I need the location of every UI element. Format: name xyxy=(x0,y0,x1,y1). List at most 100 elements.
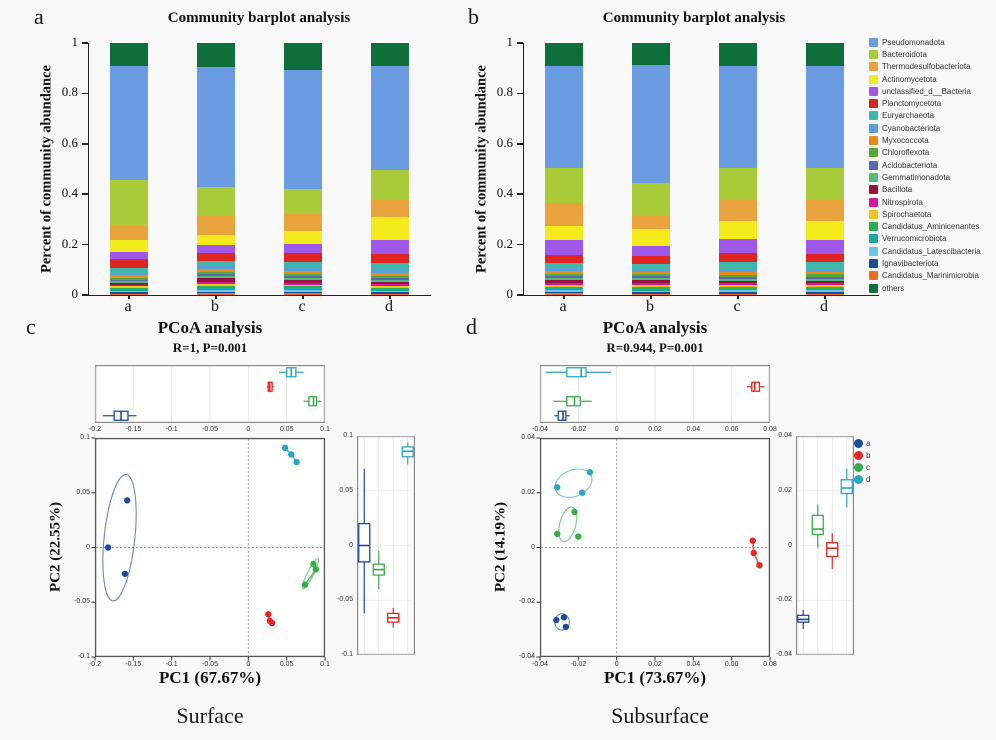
bar-segment xyxy=(719,283,757,286)
bar-segment xyxy=(110,289,148,291)
bar-segment xyxy=(197,281,235,285)
pc2-strip-ytick-label: -0.04 xyxy=(776,651,792,658)
pc1-strip-xtick-label: -0.1 xyxy=(165,426,178,433)
bar-ytick-mark xyxy=(517,193,523,195)
bar-segment xyxy=(632,285,670,288)
bar-ytick-label: 0.4 xyxy=(61,185,78,201)
bar-segment xyxy=(284,293,322,295)
bar-segment xyxy=(719,288,757,291)
bar-ytick-mark xyxy=(517,243,523,246)
bar-segment xyxy=(284,288,322,291)
taxa-legend-label: Candidatus_Marinimicrobia xyxy=(882,271,979,281)
bar-category-label: d xyxy=(820,298,828,315)
group-legend-item: c xyxy=(854,461,870,473)
pcoa-ytick-label: 0 xyxy=(86,543,90,551)
pc1-strip-xtick-label: 0 xyxy=(246,426,251,433)
bar-segment xyxy=(197,260,235,267)
pc1-boxplot-strip xyxy=(539,365,771,423)
bar-segment xyxy=(110,65,148,181)
taxa-legend-label: Verrucomicrobiota xyxy=(882,234,947,244)
pc2-strip-ytick-label: 0.02 xyxy=(778,486,792,494)
bar-segment xyxy=(284,273,322,277)
taxa-swatch-icon xyxy=(869,123,878,133)
bar-segment xyxy=(545,276,583,279)
panel-letter-c: c xyxy=(26,314,36,339)
taxa-legend-item: Cyanobacteriota xyxy=(869,122,981,134)
bar-segment xyxy=(632,43,670,65)
bar-segment xyxy=(545,290,583,292)
bar-segment xyxy=(719,66,757,169)
surface-pcoa-ylabel: PC2 (22.55%) xyxy=(47,502,64,592)
bar-segment xyxy=(284,291,322,294)
group-legend-label: b xyxy=(866,450,871,460)
bar-segment xyxy=(806,254,844,263)
bar-segment xyxy=(806,268,844,272)
taxa-legend-label: Bacteroidota xyxy=(882,49,927,59)
bar-category-label: b xyxy=(211,298,219,315)
taxa-legend: Pseudomonadota Bacteroidota Thermodesulfob… xyxy=(869,36,981,294)
pcoa-ytick-label: -0.04 xyxy=(519,653,535,660)
bar-segment xyxy=(110,286,148,288)
bar-segment xyxy=(110,259,148,268)
bar-ytick-label: 1 xyxy=(71,34,79,49)
bar-segment xyxy=(806,276,844,279)
pc2-strip-ytick-label: -0.05 xyxy=(337,596,353,604)
bar-segment xyxy=(632,280,670,284)
bar-segment xyxy=(719,221,757,240)
stacked-bar xyxy=(284,43,322,295)
bar-segment xyxy=(719,276,757,279)
bar-segment xyxy=(197,187,235,216)
bar-segment xyxy=(197,284,235,287)
bar-category-label: c xyxy=(733,298,741,315)
bar-segment xyxy=(632,182,670,217)
pcoa-xtick-label: -0.05 xyxy=(202,661,218,668)
bar-ytick-label: 0.6 xyxy=(496,134,513,150)
bar-segment xyxy=(632,293,670,295)
group-legend-label: d xyxy=(866,474,871,484)
taxa-legend-item: Candidatus_Aminicenantes xyxy=(869,220,981,232)
bar-ytick-mark xyxy=(82,243,88,246)
bar-segment xyxy=(806,271,844,275)
bar-xtick-mark xyxy=(737,295,739,299)
bar-segment xyxy=(284,290,322,292)
group-legend-label: c xyxy=(866,462,870,472)
taxa-swatch-icon xyxy=(869,148,878,158)
bar-segment xyxy=(371,65,409,170)
taxa-swatch-icon xyxy=(869,136,878,146)
bar-segment xyxy=(545,288,583,291)
bar-segment xyxy=(371,293,409,295)
taxa-legend-label: Cyanobacteriota xyxy=(882,123,941,133)
pcoa-xtick-label: -0.15 xyxy=(125,661,142,668)
bar-segment xyxy=(371,200,409,217)
taxa-swatch-icon xyxy=(869,160,878,170)
taxa-legend-label: Myxococcota xyxy=(882,136,929,146)
bar-segment xyxy=(632,290,670,293)
bar-segment xyxy=(284,286,322,289)
bar-category-label: c xyxy=(298,298,306,315)
stacked-bar xyxy=(197,43,235,295)
group-dot-icon xyxy=(854,462,863,472)
pc2-strip-ytick-label: 0.1 xyxy=(343,432,353,439)
bar-segment xyxy=(719,268,757,272)
taxa-swatch-icon xyxy=(869,271,878,281)
pc2-boxplot-strip xyxy=(357,435,415,656)
bar-segment xyxy=(371,273,409,276)
panel-letter-a: a xyxy=(34,4,44,29)
bar-segment xyxy=(197,215,235,236)
bar-xtick-mark xyxy=(215,295,217,299)
group-dot-icon xyxy=(854,474,863,484)
bar-segment xyxy=(806,199,844,221)
bar-ytick-mark xyxy=(82,193,88,195)
pc2-strip-ytick-label: 0 xyxy=(788,541,792,549)
bar-ytick-mark xyxy=(82,42,88,44)
bar-segment xyxy=(371,284,409,287)
bar-segment xyxy=(545,286,583,289)
bar-ytick-label: 0.8 xyxy=(496,84,513,100)
bar-segment xyxy=(197,293,235,295)
bar-segment xyxy=(806,287,844,289)
stacked-bar xyxy=(719,43,757,295)
bar-category-label: a xyxy=(559,298,567,315)
bar-segment xyxy=(110,43,148,66)
bar-xtick-mark xyxy=(389,295,391,299)
taxa-legend-label: unclassified_d__Bacteria xyxy=(882,86,971,96)
